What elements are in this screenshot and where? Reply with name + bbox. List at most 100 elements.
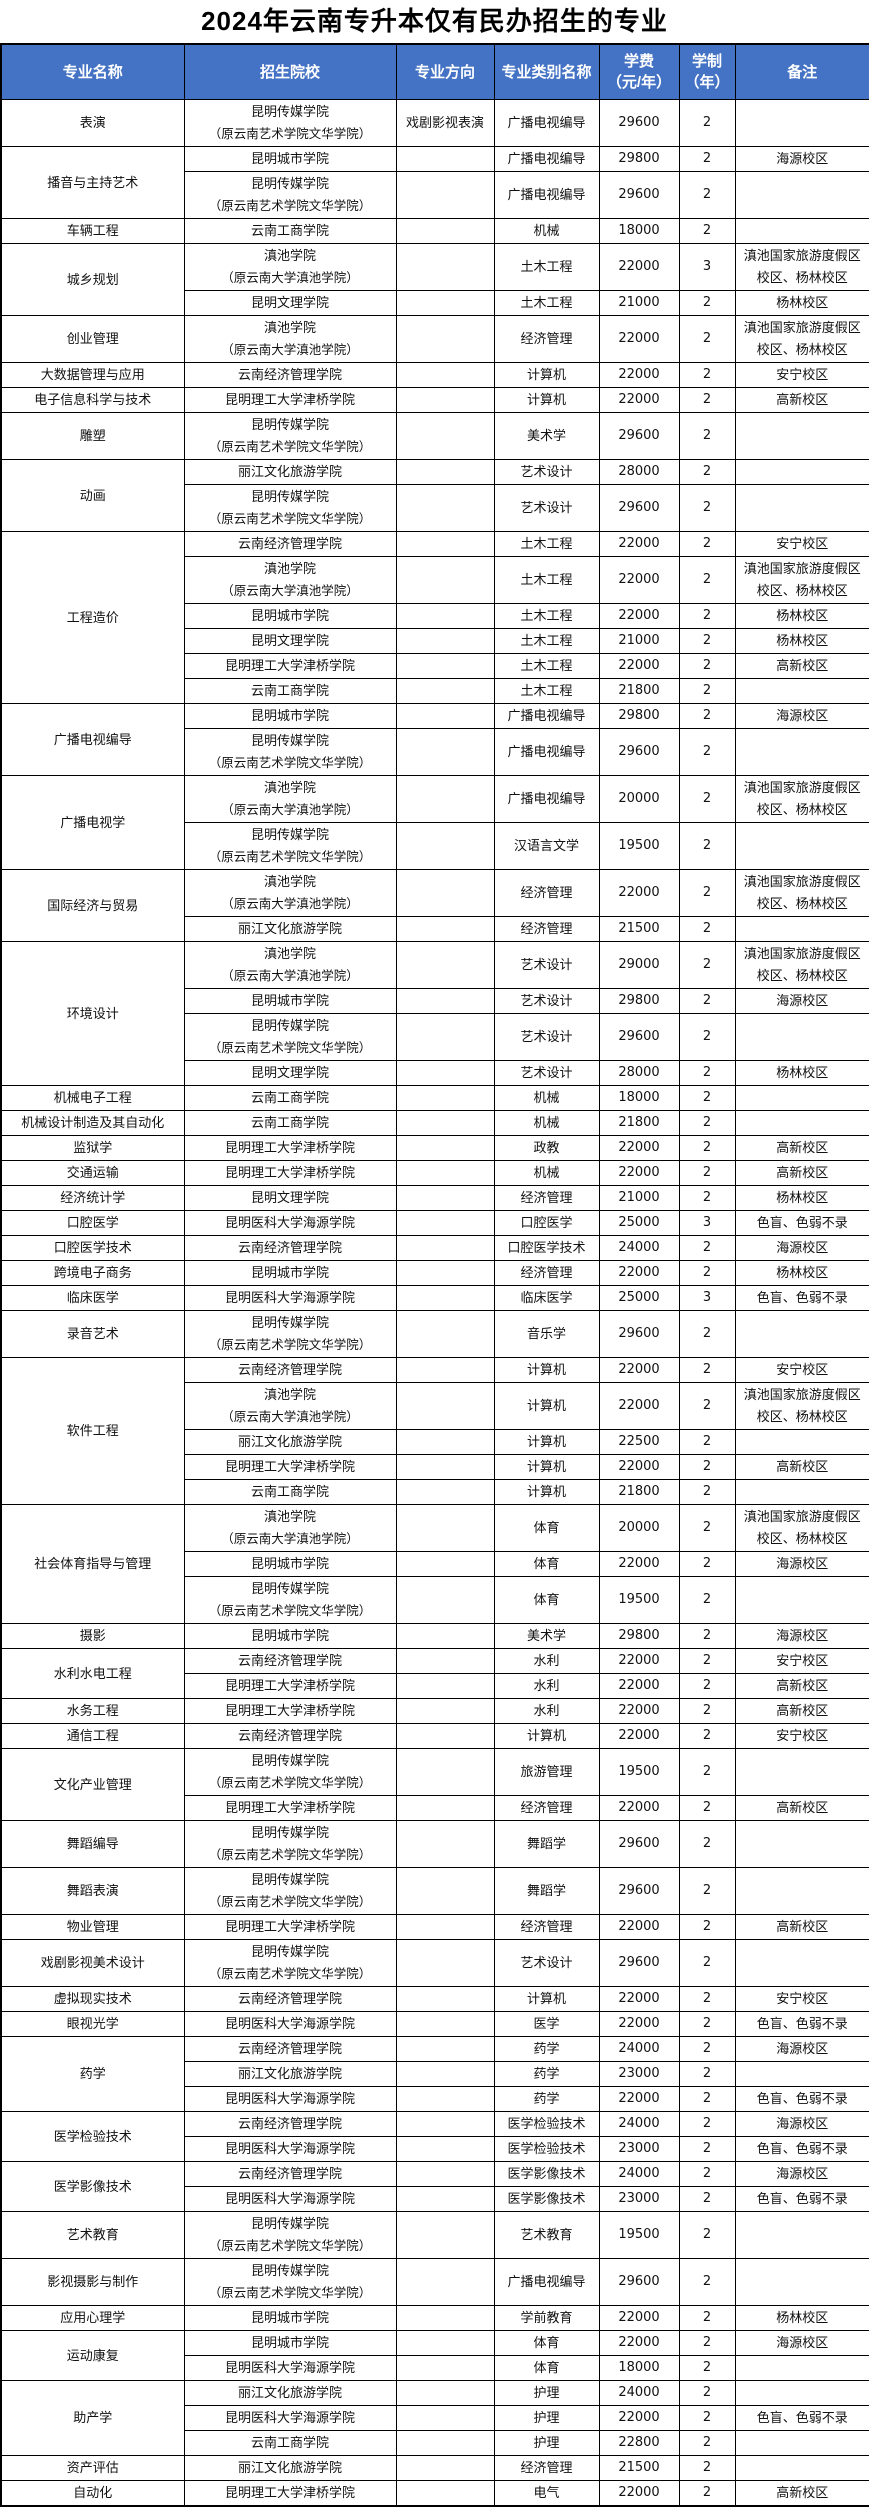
remark-cell	[734, 99, 869, 147]
table-row: 滇池学院 （原云南大学滇池学院） 计算机 22000 2 滇池国家旅游度假区校区、杨林校区	[1, 1382, 869, 1430]
fee-cell: 22000	[598, 1914, 680, 1940]
college-cell: 昆明理工大学津桥学院	[183, 1698, 397, 1724]
major-cell: 舞蹈表演	[0, 1867, 185, 1915]
remark-cell: 安宁校区	[734, 362, 869, 388]
category-cell: 机械	[493, 1085, 600, 1111]
table-row: 工程造价 云南经济管理学院 土木工程 22000 2 安宁校区	[0, 531, 869, 704]
table-row: 药学 云南经济管理学院 药学 24000 2 海源校区	[0, 2036, 869, 2112]
remark-cell: 高新校区	[734, 1673, 869, 1699]
years-cell: 2	[678, 1060, 736, 1086]
table-row: 昆明理工大学津桥学院 水利 22000 2 高新校区	[1, 1673, 869, 1699]
remark-cell: 高新校区	[734, 1914, 869, 1940]
college-cell: 滇池学院 （原云南大学滇池学院）	[183, 556, 397, 604]
years-cell: 2	[678, 2258, 736, 2306]
years-cell: 2	[678, 1986, 736, 2012]
years-cell: 2	[678, 2355, 736, 2381]
table-body: 表演 昆明传媒学院 （原云南艺术学院文华学院） 戏剧影视表演 广播电视编导 29600 2 播…	[0, 99, 869, 2507]
fee-cell: 29600	[598, 1939, 680, 1987]
college-name: 昆明传媒学院	[250, 1315, 329, 1330]
fee-cell: 22000	[598, 1723, 680, 1749]
fee-cell: 22000	[598, 2405, 680, 2431]
fee-cell: 29800	[598, 988, 680, 1014]
college-cell: 昆明医科大学海源学院	[183, 2136, 397, 2162]
college-cell: 昆明城市学院	[183, 1623, 397, 1649]
category-cell: 计算机	[493, 1357, 600, 1383]
table-row: 昆明理工大学津桥学院 土木工程 22000 2 高新校区	[1, 653, 869, 679]
category-cell: 艺术设计	[493, 484, 600, 532]
college-name: 昆明传媒学院	[250, 1581, 329, 1596]
years-cell: 2	[678, 2305, 736, 2331]
remark-cell	[734, 1479, 869, 1505]
direction-cell	[395, 362, 495, 388]
major-cell: 电子信息科学与技术	[0, 387, 185, 413]
remark-cell: 杨林校区	[734, 628, 869, 654]
category-cell: 医学	[493, 2011, 600, 2037]
college-former-name: （原云南艺术学院文华学院）	[208, 512, 372, 526]
college-cell: 云南工商学院	[183, 1479, 397, 1505]
college-name: 昆明医科大学海源学院	[224, 1215, 355, 1230]
table-row: 医学影像技术 云南经济管理学院 医学影像技术 24000 2 海源校区	[0, 2161, 869, 2212]
years-cell: 2	[678, 703, 736, 729]
table-row: 经济统计学 昆明文理学院 经济管理 21000 2 杨林校区	[0, 1185, 869, 1211]
college-former-name: （原云南大学滇池学院）	[221, 1532, 359, 1546]
years-cell: 2	[678, 1479, 736, 1505]
direction-cell	[395, 678, 495, 704]
direction-cell	[395, 941, 495, 989]
college-former-name: （原云南大学滇池学院）	[221, 803, 359, 817]
fee-cell: 28000	[598, 1060, 680, 1086]
direction-cell	[395, 2186, 495, 2212]
fee-cell: 18000	[598, 1085, 680, 1111]
direction-cell	[395, 2111, 495, 2137]
college-cell: 滇池学院 （原云南大学滇池学院）	[183, 243, 397, 291]
category-cell: 体育	[493, 2330, 600, 2356]
fee-cell: 22000	[598, 2011, 680, 2037]
remark-cell: 杨林校区	[734, 1185, 869, 1211]
years-cell: 2	[678, 556, 736, 604]
fee-cell: 24000	[598, 2111, 680, 2137]
category-cell: 机械	[493, 1110, 600, 1136]
table-row: 影视摄影与制作 昆明传媒学院 （原云南艺术学院文华学院） 广播电视编导 29600 2	[0, 2258, 869, 2306]
category-cell: 临床医学	[493, 1285, 600, 1311]
direction-cell	[395, 703, 495, 729]
remark-cell	[734, 484, 869, 532]
college-name: 昆明传媒学院	[250, 176, 329, 191]
category-cell: 医学影像技术	[493, 2161, 600, 2187]
college-cell: 滇池学院 （原云南大学滇池学院）	[183, 775, 397, 823]
remark-cell: 色盲、色弱不录	[734, 2011, 869, 2037]
table-row: 临床医学 昆明医科大学海源学院 临床医学 25000 3 色盲、色弱不录	[0, 1285, 869, 1311]
direction-cell	[395, 2136, 495, 2162]
header-row: 专业名称 招生院校 专业方向 专业类别名称 学费 （元/年） 学制 （年） 备注	[0, 43, 869, 100]
table-row: 昆明医科大学海源学院 医学影像技术 23000 2 色盲、色弱不录	[1, 2186, 869, 2212]
direction-cell	[395, 2305, 495, 2331]
college-name: 滇池学院	[263, 1387, 316, 1402]
remark-cell: 色盲、色弱不录	[734, 1285, 869, 1311]
direction-cell	[395, 2011, 495, 2037]
category-cell: 广播电视编导	[493, 775, 600, 823]
years-cell: 2	[678, 1673, 736, 1699]
fee-cell: 21800	[598, 678, 680, 704]
direction-cell	[395, 2330, 495, 2356]
remark-cell	[734, 1085, 869, 1111]
fee-cell: 21000	[598, 290, 680, 316]
category-cell: 土木工程	[493, 531, 600, 557]
college-name: 昆明医科大学海源学院	[224, 2360, 355, 2375]
fee-cell: 22000	[598, 1986, 680, 2012]
category-cell: 计算机	[493, 1429, 600, 1455]
remark-cell: 色盲、色弱不录	[734, 2136, 869, 2162]
category-cell: 护理	[493, 2405, 600, 2431]
major-cell: 创业管理	[0, 315, 185, 363]
direction-cell	[395, 603, 495, 629]
fee-cell: 28000	[598, 459, 680, 485]
years-cell: 2	[678, 988, 736, 1014]
college-name: 昆明理工大学津桥学院	[224, 1703, 355, 1718]
college-former-name: （原云南大学滇池学院）	[221, 271, 359, 285]
direction-cell	[395, 1795, 495, 1821]
college-name: 昆明传媒学院	[250, 1872, 329, 1887]
table-row: 物业管理 昆明理工大学津桥学院 经济管理 22000 2 高新校区	[0, 1914, 869, 1940]
direction-cell	[395, 387, 495, 413]
direction-cell	[395, 556, 495, 604]
fee-cell: 23000	[598, 2061, 680, 2087]
table-row: 软件工程 云南经济管理学院 计算机 22000 2 安宁校区	[0, 1357, 869, 1505]
table-row: 摄影 昆明城市学院 美术学 29800 2 海源校区	[0, 1623, 869, 1649]
fee-cell: 19500	[598, 1576, 680, 1624]
